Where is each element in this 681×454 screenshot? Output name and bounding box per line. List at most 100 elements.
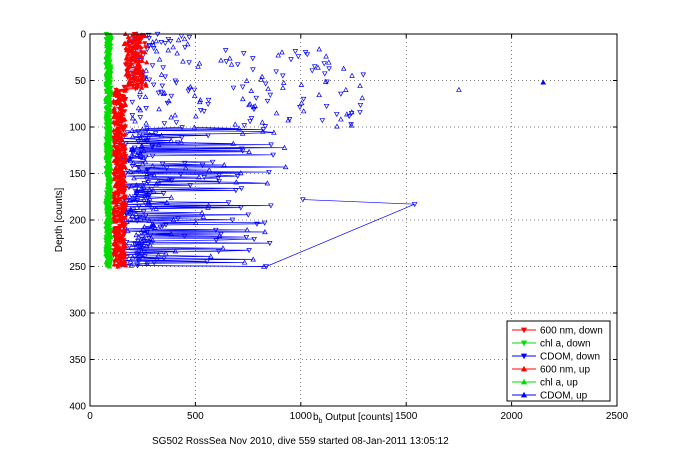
data-point [128,146,135,152]
data-point [113,202,119,208]
data-point [280,79,287,85]
data-point [115,97,121,102]
data-point [237,170,244,176]
data-point [173,80,180,86]
data-point [241,259,248,265]
data-point [167,38,174,45]
data-point [193,219,199,225]
data-point [300,108,307,114]
series-600-nm-up [110,31,150,269]
legend-label: 600 nm, up [540,365,590,376]
data-point [119,179,125,185]
data-point [279,49,285,55]
data-point [125,68,131,74]
data-point [230,85,237,91]
data-point [115,263,121,269]
data-point [205,101,211,107]
data-point [114,93,120,98]
data-point [140,154,146,160]
y-tick-label: 150 [69,169,86,180]
data-point [142,159,149,165]
data-point [104,122,111,128]
data-point [348,111,355,117]
data-point [143,154,149,160]
data-point [103,82,109,87]
data-point [288,57,294,63]
data-point [239,130,246,136]
data-point [135,77,141,83]
data-point [163,250,169,256]
data-point [151,260,157,266]
legend-marker [520,365,528,372]
data-point [120,124,126,130]
data-point [143,83,149,88]
data-point [139,85,145,90]
data-point [261,220,268,226]
data-point [112,165,119,170]
data-point [411,202,418,208]
data-point [104,158,110,163]
data-point [115,110,122,116]
data-point [266,169,272,175]
data-point [158,132,165,138]
data-point [117,252,123,258]
data-point [264,98,271,104]
data-point [232,121,239,127]
data-point [181,36,188,42]
data-point [268,203,274,209]
legend-marker [520,340,528,347]
data-point [225,200,232,206]
legend-entry: CDOM, down [512,352,600,363]
data-point [136,94,143,100]
data-point [115,213,121,218]
data-point [271,129,277,135]
data-point [243,77,250,83]
data-point [114,126,120,132]
legend-label: chl a, down [540,339,591,350]
data-point [146,201,152,207]
data-point [128,210,135,216]
data-point [311,64,318,70]
data-point [131,241,138,247]
data-point [316,91,322,98]
data-point [259,119,266,125]
data-point [316,46,322,52]
data-point [135,247,142,253]
data-point [112,257,118,263]
data-point [138,44,144,50]
legend-label: CDOM, up [540,391,588,402]
data-point [116,217,122,222]
data-point [250,67,256,73]
data-point [114,146,120,151]
data-point [123,170,129,177]
data-point [275,52,281,58]
data-point [107,248,113,254]
legend-entry: 600 nm, down [512,326,603,337]
data-point [357,102,364,108]
data-point [195,63,201,69]
series-line [116,127,286,267]
data-point [125,228,131,234]
data-point [116,255,122,261]
data-point [127,206,134,212]
data-point [161,121,168,127]
data-point [250,104,257,110]
data-point [118,212,125,217]
data-point [129,163,136,169]
data-point [114,169,120,175]
data-point [130,160,137,166]
data-point [168,93,175,99]
data-point [357,110,363,116]
data-point [124,130,131,136]
data-point [246,248,252,254]
data-point [338,91,344,97]
data-point [150,82,157,88]
data-point [285,117,292,123]
data-point [135,105,142,111]
data-point [300,197,306,203]
y-tick-label: 400 [69,402,86,413]
data-point [247,101,253,107]
data-point [105,217,111,222]
data-point [104,89,110,94]
x-tick-label: 0 [87,411,93,422]
